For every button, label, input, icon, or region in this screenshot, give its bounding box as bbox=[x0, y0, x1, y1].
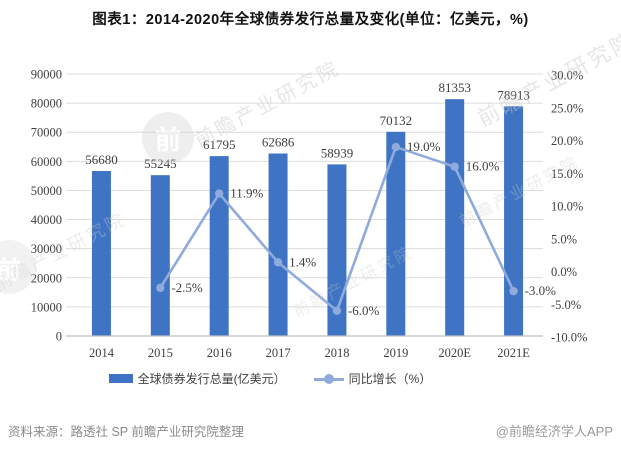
x-axis-tick-label: 2016 bbox=[207, 346, 232, 360]
line-point-label: 1.4% bbox=[289, 254, 316, 269]
bar-value-label: 58939 bbox=[321, 145, 354, 160]
source-note: 资料来源：路透社 SP 前瞻产业研究院整理 bbox=[8, 425, 244, 439]
chart-title: 图表1：2014-2020年全球债券发行总量及变化(单位：亿美元，%) bbox=[92, 12, 529, 28]
line-point-label: -6.0% bbox=[348, 303, 380, 318]
y-axis-tick-label: 90000 bbox=[31, 68, 62, 82]
line-marker-2021E bbox=[509, 286, 518, 296]
x-axis-tick-label: 2018 bbox=[324, 346, 349, 360]
y-axis-tick-label: 60000 bbox=[31, 155, 62, 169]
brand-note: @前瞻经济学人APP bbox=[495, 424, 613, 439]
bar-2015 bbox=[150, 175, 170, 336]
y-axis-tick-label: 70000 bbox=[31, 126, 62, 140]
line-marker-2019 bbox=[391, 142, 401, 152]
bar-2018 bbox=[327, 164, 347, 336]
y2-axis-tick-label: 15.0% bbox=[551, 167, 583, 181]
y-axis-tick-label: 10000 bbox=[31, 300, 62, 314]
line-point-label: 16.0% bbox=[466, 159, 500, 174]
x-axis-tick-label: 2015 bbox=[148, 346, 173, 360]
y2-axis-tick-label: -10.0% bbox=[551, 331, 587, 345]
bar-value-label: 61795 bbox=[203, 137, 236, 152]
y-axis-tick-label: 30000 bbox=[31, 242, 62, 256]
y-axis-tick-label: 50000 bbox=[31, 184, 62, 198]
line-series-swatch-icon bbox=[313, 373, 344, 384]
line-marker-2015 bbox=[156, 283, 165, 293]
line-marker-2018 bbox=[332, 306, 342, 315]
chart-legend: 全球债券发行总量(亿美元） 同比增长（%） bbox=[0, 370, 540, 387]
bar-2017 bbox=[268, 153, 288, 336]
bar-value-label: 55245 bbox=[144, 156, 177, 171]
bar-value-label: 81353 bbox=[438, 80, 471, 95]
line-series-label: 同比增长（%） bbox=[348, 372, 432, 386]
x-axis-tick-label: 2014 bbox=[89, 346, 115, 360]
y-axis-tick-label: 20000 bbox=[31, 271, 62, 285]
legend-item-bar-series: 全球债券发行总量(亿美元） bbox=[108, 370, 286, 387]
y2-axis-tick-label: 30.0% bbox=[551, 69, 583, 83]
line-marker-2016 bbox=[214, 189, 224, 198]
y2-axis-tick-label: 25.0% bbox=[551, 101, 583, 115]
y2-axis-tick-label: 10.0% bbox=[551, 200, 583, 214]
line-point-label: -3.0% bbox=[525, 283, 557, 298]
bar-2021E bbox=[504, 106, 524, 337]
line-marker-2020E bbox=[450, 162, 459, 171]
y-axis-tick-label: 80000 bbox=[31, 97, 62, 111]
y-axis-tick-label: 0 bbox=[56, 330, 62, 344]
bar-series-label: 全球债券发行总量(亿美元） bbox=[137, 372, 286, 386]
line-point-label: 11.9% bbox=[230, 186, 263, 201]
bar-2016 bbox=[209, 156, 229, 336]
bar-value-label: 56680 bbox=[85, 152, 118, 167]
bar-series-swatch-icon bbox=[108, 374, 133, 383]
x-axis-tick-label: 2021E bbox=[497, 346, 530, 360]
x-axis-tick-label: 2017 bbox=[266, 346, 291, 360]
x-axis-tick-label: 2019 bbox=[383, 346, 408, 360]
bar-2020E bbox=[445, 99, 465, 336]
bar-value-label: 78913 bbox=[497, 87, 530, 102]
y2-axis-tick-label: 20.0% bbox=[551, 134, 583, 148]
bar-value-label: 62686 bbox=[262, 135, 295, 150]
line-point-label: 19.0% bbox=[407, 139, 441, 154]
y-axis-tick-label: 40000 bbox=[31, 213, 62, 227]
line-marker-2017 bbox=[273, 258, 283, 267]
y2-axis-tick-label: 0.0% bbox=[551, 265, 577, 279]
bar-value-label: 70132 bbox=[380, 113, 413, 128]
line-point-label: -2.5% bbox=[171, 280, 203, 295]
y2-axis-tick-label: -5.0% bbox=[551, 298, 581, 312]
y2-axis-tick-label: 5.0% bbox=[551, 232, 577, 246]
x-axis-tick-label: 2020E bbox=[438, 346, 471, 360]
legend-item-line-series: 同比增长（%） bbox=[313, 370, 432, 387]
bar-2019 bbox=[386, 131, 406, 336]
bar-2014 bbox=[91, 170, 111, 336]
